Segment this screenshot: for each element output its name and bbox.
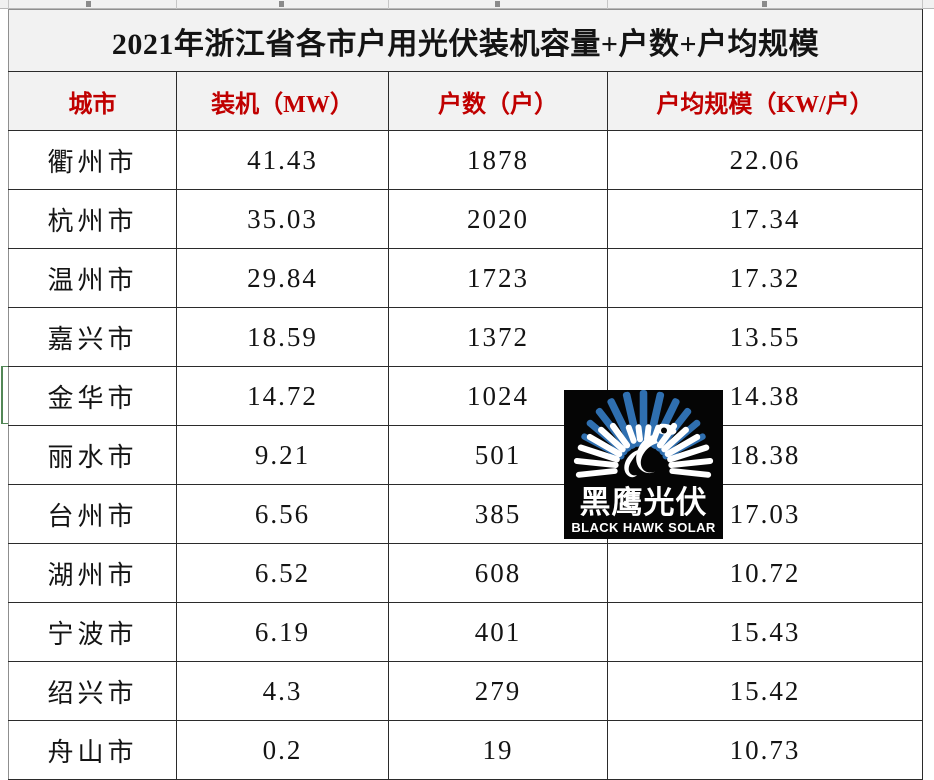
table-header-row: 城市 装机（MW） 户数（户） 户均规模（KW/户） — [8, 71, 924, 131]
cell-average-size[interactable]: 22.06 — [606, 130, 924, 190]
cell-capacity[interactable]: 41.43 — [176, 130, 389, 190]
column-divider[interactable] — [607, 0, 608, 9]
column-header-tick-icon — [279, 1, 284, 7]
table-row[interactable]: 丽水市 9.21 501 18.38 — [8, 425, 924, 485]
table-row[interactable]: 嘉兴市 18.59 1372 13.55 — [8, 307, 924, 367]
page-title: 2021年浙江省各市户用光伏装机容量+户数+户均规模 — [7, 9, 924, 72]
cell-households[interactable]: 401 — [388, 602, 608, 662]
column-header-tick-icon — [762, 1, 767, 7]
watermark-chinese-text: 黑鹰光伏 — [579, 485, 708, 520]
cell-city[interactable]: 杭州市 — [8, 189, 177, 249]
cell-households[interactable]: 1372 — [388, 307, 608, 367]
column-header-tick-icon — [495, 1, 500, 7]
cell-households[interactable]: 1723 — [388, 248, 608, 308]
cell-capacity[interactable]: 6.52 — [176, 543, 389, 603]
cell-households[interactable]: 1878 — [388, 130, 608, 190]
spreadsheet-column-header-band[interactable] — [0, 0, 934, 9]
cell-average-size[interactable]: 17.34 — [606, 189, 924, 249]
table-row[interactable]: 舟山市 0.2 19 10.73 — [8, 720, 924, 780]
column-header-city[interactable]: 城市 — [8, 71, 177, 131]
cell-average-size[interactable]: 18.38 — [606, 425, 924, 485]
cell-capacity[interactable]: 35.03 — [176, 189, 389, 249]
cell-households[interactable]: 608 — [388, 543, 608, 603]
cell-capacity[interactable]: 4.3 — [176, 661, 389, 721]
cell-average-size[interactable]: 17.32 — [606, 248, 924, 308]
cell-city[interactable]: 湖州市 — [8, 543, 177, 603]
cell-capacity[interactable]: 29.84 — [176, 248, 389, 308]
eagle-eye — [661, 427, 667, 434]
active-cell-indicator — [1, 366, 8, 424]
cell-average-size[interactable]: 10.73 — [606, 720, 924, 780]
table-row[interactable]: 湖州市 6.52 608 10.72 — [8, 543, 924, 603]
table-row[interactable]: 衢州市 41.43 1878 22.06 — [8, 130, 924, 190]
cell-city[interactable]: 金华市 — [8, 366, 177, 426]
cell-average-size[interactable]: 13.55 — [606, 307, 924, 367]
cell-capacity[interactable]: 9.21 — [176, 425, 389, 485]
cell-households[interactable]: 279 — [388, 661, 608, 721]
cell-households[interactable]: 2020 — [388, 189, 608, 249]
watermark-logo: 黑鹰光伏 BLACK HAWK SOLAR — [564, 390, 723, 539]
column-header-tick-icon — [86, 1, 91, 7]
black-hawk-eagle-icon — [573, 390, 714, 478]
cell-city[interactable]: 温州市 — [8, 248, 177, 308]
column-divider[interactable] — [388, 0, 389, 9]
table-row[interactable]: 杭州市 35.03 2020 17.34 — [8, 189, 924, 249]
data-table: 2021年浙江省各市户用光伏装机容量+户数+户均规模 城市 装机（MW） 户数（… — [7, 9, 924, 780]
table-row[interactable]: 温州市 29.84 1723 17.32 — [8, 248, 924, 308]
column-header-households[interactable]: 户数（户） — [388, 71, 608, 131]
column-divider[interactable] — [922, 0, 923, 9]
cell-average-size[interactable]: 10.72 — [606, 543, 924, 603]
table-row[interactable]: 台州市 6.56 385 17.03 — [8, 484, 924, 544]
cell-city[interactable]: 嘉兴市 — [8, 307, 177, 367]
cell-average-size[interactable]: 15.43 — [606, 602, 924, 662]
cell-city[interactable]: 丽水市 — [8, 425, 177, 485]
table-row[interactable]: 绍兴市 4.3 279 15.42 — [8, 661, 924, 721]
cell-city[interactable]: 宁波市 — [8, 602, 177, 662]
column-header-capacity[interactable]: 装机（MW） — [176, 71, 389, 131]
table-row-active[interactable]: 金华市 14.72 1024 14.38 — [8, 366, 924, 426]
table-title-row: 2021年浙江省各市户用光伏装机容量+户数+户均规模 — [7, 9, 924, 72]
column-divider[interactable] — [8, 0, 9, 9]
cell-city[interactable]: 舟山市 — [8, 720, 177, 780]
cell-city[interactable]: 衢州市 — [8, 130, 177, 190]
cell-capacity[interactable]: 14.72 — [176, 366, 389, 426]
table-row[interactable]: 宁波市 6.19 401 15.43 — [8, 602, 924, 662]
cell-capacity[interactable]: 6.19 — [176, 602, 389, 662]
cell-households[interactable]: 19 — [388, 720, 608, 780]
column-header-average-size[interactable]: 户均规模（KW/户） — [606, 71, 924, 131]
watermark-english-text: BLACK HAWK SOLAR — [571, 520, 716, 535]
column-divider[interactable] — [176, 0, 177, 9]
cell-average-size[interactable]: 15.42 — [606, 661, 924, 721]
cell-capacity[interactable]: 6.56 — [176, 484, 389, 544]
cell-city[interactable]: 台州市 — [8, 484, 177, 544]
cell-capacity[interactable]: 18.59 — [176, 307, 389, 367]
cell-city[interactable]: 绍兴市 — [8, 661, 177, 721]
cell-capacity[interactable]: 0.2 — [176, 720, 389, 780]
